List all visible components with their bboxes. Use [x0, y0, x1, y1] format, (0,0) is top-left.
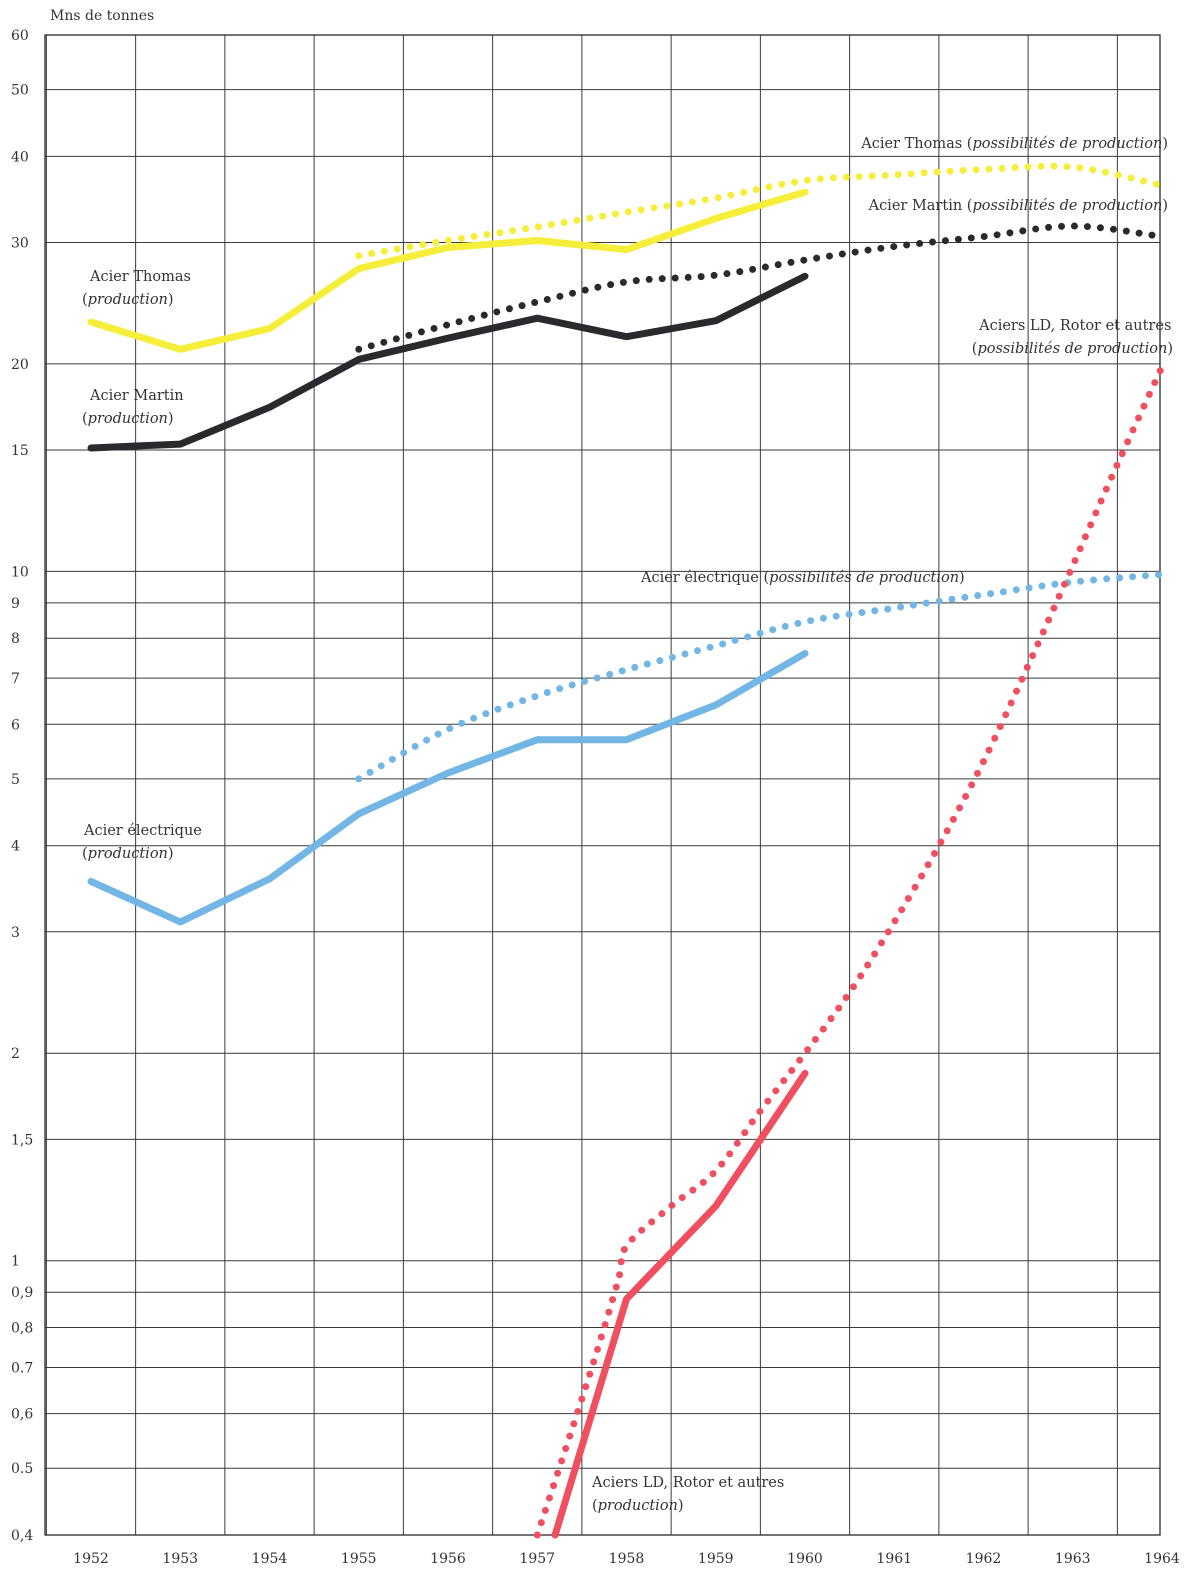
y-tick-label: 4	[11, 839, 20, 855]
y-tick-label: 2	[11, 1046, 20, 1062]
y-tick-label: 0.7	[11, 1360, 33, 1376]
series-layer	[87, 162, 1166, 1539]
y-tick-label: 0.5	[11, 1461, 33, 1477]
y-axis-label: Mns de tonnes	[50, 8, 154, 24]
y-tick-label: 7	[11, 671, 20, 687]
label-electrique-capacity: Acier électrique (possibilités de produc…	[640, 570, 965, 586]
y-tick-label: 15	[11, 443, 29, 459]
label-electrique-production-sub: production	[88, 846, 168, 862]
label-thomas-capacity-sub: possibilités de production	[972, 136, 1162, 152]
y-tick-label: 6	[11, 717, 20, 733]
label-martin-production-name: Acier Martin	[89, 388, 184, 404]
series-dots-thomas-capacity	[355, 162, 1166, 260]
series-line-ld-production	[551, 1069, 809, 1539]
x-tick-label: 1957	[519, 1551, 555, 1567]
label-thomas-capacity-name: Acier Thomas	[860, 136, 962, 152]
label-martin-capacity-sub: possibilités de production	[972, 198, 1162, 214]
y-tick-label: 40	[11, 149, 29, 165]
grid	[44, 34, 1161, 1536]
series-labels: Acier Thomas (production) Acier Martin (…	[82, 136, 1176, 1514]
y-tick-label: 50	[11, 83, 29, 99]
label-martin-capacity: Acier Martin (possibilités de production…	[868, 198, 1168, 214]
y-tick-label: 8	[11, 631, 20, 647]
y-tick-label: 0,4	[11, 1528, 33, 1544]
x-tick-label: 1956	[430, 1551, 466, 1567]
x-tick-label: 1962	[966, 1551, 1002, 1567]
label-electrique-capacity-name: Acier électrique	[640, 570, 759, 586]
series-line-thomas-production	[87, 188, 809, 353]
y-tick-label: 0,9	[11, 1285, 33, 1301]
y-tick-label: 20	[11, 357, 29, 373]
label-thomas-capacity: Acier Thomas (possibilités de production…	[860, 136, 1168, 152]
x-tick-label: 1963	[1055, 1551, 1091, 1567]
label-thomas-production-sub: production	[88, 292, 168, 308]
x-tick-label: 1954	[252, 1551, 288, 1567]
label-ld-capacity-sub: possibilités de production	[977, 341, 1167, 357]
x-tick-label: 1960	[787, 1551, 823, 1567]
label-ld-production-sub: production	[598, 1498, 678, 1514]
y-tick-label: 5	[11, 772, 20, 788]
axes: Mns de tonnes 0,4 0.5 0,6 0.7 0,8 0,9 1 1,5 2 3 4 5…	[11, 8, 1180, 1567]
label-electrique-capacity-sub: possibilités de production	[769, 570, 959, 586]
series-line-electrique-production	[87, 650, 809, 926]
label-martin-capacity-name: Acier Martin	[868, 198, 963, 214]
x-tick-label: 1959	[698, 1551, 734, 1567]
label-electrique-production-name: Acier électrique	[83, 823, 202, 839]
label-ld-capacity-name: Aciers LD, Rotor et autres	[978, 318, 1171, 334]
label-martin-production: Acier Martin (production)	[82, 388, 188, 427]
y-tick-label: 0,6	[11, 1407, 33, 1423]
label-thomas-production-name: Acier Thomas	[89, 269, 191, 285]
x-tick-label: 1953	[162, 1551, 198, 1567]
x-tick-label: 1961	[876, 1551, 912, 1567]
label-electrique-production: Acier électrique (production)	[82, 823, 206, 862]
y-tick-label: 9	[11, 596, 20, 612]
x-tick-label: 1955	[341, 1551, 377, 1567]
x-tick-label: 1952	[73, 1551, 109, 1567]
series-dots-electrique-capacity	[355, 570, 1166, 783]
label-ld-capacity: Aciers LD, Rotor et autres (possibilités…	[972, 318, 1176, 357]
x-tick-label: 1958	[609, 1551, 645, 1567]
series-dots-ld-capacity	[533, 363, 1166, 1539]
label-ld-production: Aciers LD, Rotor et autres (production)	[591, 1475, 789, 1514]
y-tick-label: 1,5	[11, 1132, 33, 1148]
y-tick-label: 60	[11, 28, 29, 44]
label-martin-production-sub: production	[88, 411, 168, 427]
x-tick-label: 1964	[1144, 1551, 1180, 1567]
y-tick-label: 10	[11, 564, 29, 580]
y-tick-label: 3	[11, 925, 20, 941]
label-thomas-production: Acier Thomas (production)	[82, 269, 196, 308]
label-ld-production-name: Aciers LD, Rotor et autres	[591, 1475, 784, 1491]
plot-frame	[44, 34, 1161, 1536]
y-tick-label: 0,8	[11, 1320, 33, 1336]
y-tick-label: 1	[11, 1254, 20, 1270]
series-line-martin-production	[87, 272, 809, 452]
y-tick-label: 30	[11, 236, 29, 252]
